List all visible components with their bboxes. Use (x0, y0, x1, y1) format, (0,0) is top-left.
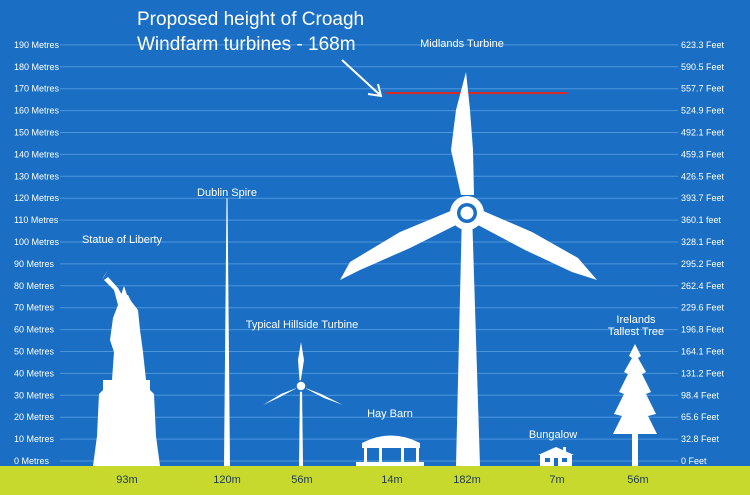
label-statue-of-liberty: Statue of Liberty (82, 234, 163, 246)
left-tick-label: 160 Metres (14, 106, 60, 116)
bungalow-silhouette (538, 447, 574, 466)
left-tick-label: 60 Metres (14, 325, 55, 335)
right-tick-label: 459.3 Feet (681, 149, 725, 159)
right-tick-label: 164.1 Feet (681, 347, 725, 357)
label-dublin-spire: Dublin Spire (197, 187, 257, 199)
right-tick-label: 229.6 Feet (681, 303, 725, 313)
left-tick-label: 180 Metres (14, 62, 60, 72)
left-tick-label: 100 Metres (14, 237, 60, 247)
value-label: 7m (549, 474, 564, 486)
right-tick-label: 262.4 Feet (681, 281, 725, 291)
right-tick-label: 328.1 Feet (681, 237, 725, 247)
left-tick-label: 50 Metres (14, 347, 55, 357)
label-irelands-tallest-tree-line-1: Irelands (616, 314, 656, 326)
left-tick-label: 20 Metres (14, 412, 55, 422)
right-tick-label: 131.2 Feet (681, 368, 725, 378)
midlands-turbine-silhouette (340, 72, 597, 466)
left-tick-label: 190 Metres (14, 40, 60, 50)
dublin-spire-silhouette (224, 198, 230, 466)
label-typical-hillside-turbine: Typical Hillside Turbine (246, 319, 359, 331)
left-tick-label: 40 Metres (14, 368, 55, 378)
label-hay-barn: Hay Barn (367, 408, 413, 420)
hillside-turbine-tower (299, 386, 303, 466)
hay-barn-roof (362, 435, 420, 448)
left-tick-label: 0 Metres (14, 456, 50, 466)
right-tick-label: 295.2 Feet (681, 259, 725, 269)
left-tick-label: 120 Metres (14, 193, 60, 203)
midlands-turbine-blade-up (451, 72, 474, 195)
tree-canopy (613, 344, 657, 434)
hillside-turbine-silhouette (263, 342, 343, 466)
right-tick-label: 524.9 Feet (681, 106, 725, 116)
left-tick-label: 150 Metres (14, 128, 60, 138)
left-tick-label: 130 Metres (14, 171, 60, 181)
right-tick-label: 393.7 Feet (681, 193, 725, 203)
right-tick-label: 65.6 Feet (681, 412, 720, 422)
statue-of-liberty-icon (93, 380, 160, 466)
value-label: 120m (213, 474, 241, 486)
ground-band (0, 466, 750, 495)
right-tick-label: 623.3 Feet (681, 40, 725, 50)
left-axis-metres: 0 Metres 10 Metres 20 Metres 30 Metres 40 Me… (14, 40, 60, 466)
tree-trunk (632, 420, 638, 466)
hay-barn-silhouette (356, 435, 424, 466)
left-tick-label: 10 Metres (14, 434, 55, 444)
label-bungalow: Bungalow (529, 429, 577, 441)
value-labels: 93m 120m 56m 14m 182m 7m 56m (116, 474, 648, 486)
right-tick-label: 32.8 Feet (681, 434, 720, 444)
arrow-icon (341, 59, 383, 98)
chart-title-line-1: Proposed height of Croagh (137, 9, 364, 30)
left-tick-label: 80 Metres (14, 281, 55, 291)
midlands-turbine-tower (456, 212, 480, 466)
label-midlands-turbine: Midlands Turbine (420, 38, 504, 50)
hillside-turbine-blade-left (263, 387, 299, 405)
value-label: 182m (453, 474, 481, 486)
left-tick-label: 110 Metres (14, 215, 59, 225)
right-tick-label: 557.7 Feet (681, 84, 725, 94)
right-tick-label: 492.1 Feet (681, 128, 725, 138)
midlands-turbine-blade-left (340, 210, 458, 280)
left-tick-label: 170 Metres (14, 84, 60, 94)
label-irelands-tallest-tree: Irelands Tallest Tree (608, 314, 664, 338)
right-axis-feet: 0 Feet 32.8 Feet 65.6 Feet 98.4 Feet 131.2 F… (681, 40, 725, 466)
left-tick-label: 140 Metres (14, 149, 60, 159)
value-label: 93m (116, 474, 137, 486)
value-label: 14m (381, 474, 402, 486)
right-tick-label: 98.4 Feet (681, 390, 720, 400)
label-irelands-tallest-tree-line-2: Tallest Tree (608, 326, 664, 338)
hillside-turbine-blade-right (303, 387, 343, 405)
irelands-tallest-tree-silhouette (613, 344, 657, 466)
chart-title-line-2: Windfarm turbines - 168m (137, 34, 356, 55)
value-label: 56m (627, 474, 648, 486)
left-tick-label: 30 Metres (14, 390, 55, 400)
statue-of-liberty-silhouette (93, 270, 160, 466)
right-tick-label: 590.5 Feet (681, 62, 725, 72)
right-tick-label: 196.8 Feet (681, 325, 725, 335)
right-tick-label: 0 Feet (681, 456, 707, 466)
hillside-turbine-blade-up (298, 342, 304, 386)
left-tick-label: 90 Metres (14, 259, 55, 269)
midlands-turbine-blade-right (476, 210, 597, 280)
left-tick-label: 70 Metres (14, 303, 55, 313)
right-tick-label: 426.5 Feet (681, 171, 725, 181)
value-label: 56m (291, 474, 312, 486)
right-tick-label: 360.1 feet (681, 215, 722, 225)
